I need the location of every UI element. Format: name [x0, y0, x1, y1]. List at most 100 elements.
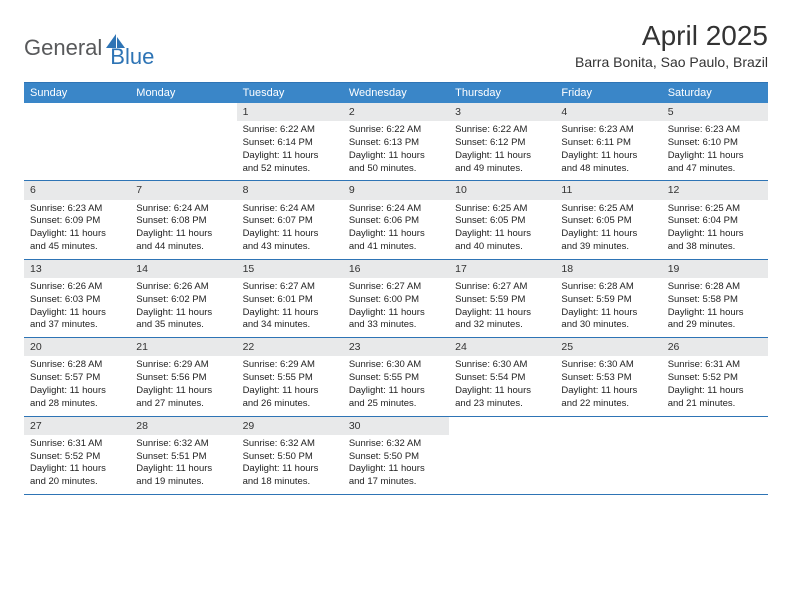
- daylight-text: Daylight: 11 hours and 21 minutes.: [668, 385, 762, 411]
- sunrise-text: Sunrise: 6:25 AM: [455, 203, 549, 216]
- daylight-text: Daylight: 11 hours and 23 minutes.: [455, 385, 549, 411]
- day-cell: 11Sunrise: 6:25 AMSunset: 6:05 PMDayligh…: [555, 181, 661, 258]
- day-number: 28: [130, 417, 236, 435]
- day-cell: 27Sunrise: 6:31 AMSunset: 5:52 PMDayligh…: [24, 417, 130, 494]
- sunset-text: Sunset: 6:08 PM: [136, 215, 230, 228]
- weekday-header: Saturday: [662, 83, 768, 103]
- day-cell: [449, 417, 555, 494]
- calendar-grid: SundayMondayTuesdayWednesdayThursdayFrid…: [24, 82, 768, 495]
- day-number: 12: [662, 181, 768, 199]
- day-details: Sunrise: 6:27 AMSunset: 6:00 PMDaylight:…: [343, 278, 449, 337]
- daylight-text: Daylight: 11 hours and 50 minutes.: [349, 150, 443, 176]
- day-cell: 1Sunrise: 6:22 AMSunset: 6:14 PMDaylight…: [237, 103, 343, 180]
- daylight-text: Daylight: 11 hours and 45 minutes.: [30, 228, 124, 254]
- brand-part2: Blue: [110, 44, 154, 70]
- daylight-text: Daylight: 11 hours and 52 minutes.: [243, 150, 337, 176]
- sunrise-text: Sunrise: 6:31 AM: [30, 438, 124, 451]
- day-details: Sunrise: 6:28 AMSunset: 5:57 PMDaylight:…: [24, 356, 130, 415]
- day-details: Sunrise: 6:22 AMSunset: 6:13 PMDaylight:…: [343, 121, 449, 180]
- day-details: Sunrise: 6:25 AMSunset: 6:04 PMDaylight:…: [662, 200, 768, 259]
- day-cell: 17Sunrise: 6:27 AMSunset: 5:59 PMDayligh…: [449, 260, 555, 337]
- day-cell: 6 Sunrise: 6:23 AMSunset: 6:09 PMDaylight…: [24, 181, 130, 258]
- daylight-text: Daylight: 11 hours and 22 minutes.: [561, 385, 655, 411]
- sunset-text: Sunset: 5:56 PM: [136, 372, 230, 385]
- day-number: 9: [343, 181, 449, 199]
- sunrise-text: Sunrise: 6:29 AM: [243, 359, 337, 372]
- sunrise-text: Sunrise: 6:26 AM: [30, 281, 124, 294]
- day-cell: 3Sunrise: 6:22 AMSunset: 6:12 PMDaylight…: [449, 103, 555, 180]
- day-number: [662, 417, 768, 421]
- sunrise-text: Sunrise: 6:31 AM: [668, 359, 762, 372]
- daylight-text: Daylight: 11 hours and 18 minutes.: [243, 463, 337, 489]
- daylight-text: Daylight: 11 hours and 33 minutes.: [349, 307, 443, 333]
- day-cell: 15Sunrise: 6:27 AMSunset: 6:01 PMDayligh…: [237, 260, 343, 337]
- sunrise-text: Sunrise: 6:27 AM: [243, 281, 337, 294]
- day-number: [555, 417, 661, 421]
- sunset-text: Sunset: 5:50 PM: [349, 451, 443, 464]
- day-details: Sunrise: 6:22 AMSunset: 6:14 PMDaylight:…: [237, 121, 343, 180]
- day-cell: 12Sunrise: 6:25 AMSunset: 6:04 PMDayligh…: [662, 181, 768, 258]
- day-cell: 30Sunrise: 6:32 AMSunset: 5:50 PMDayligh…: [343, 417, 449, 494]
- day-details: Sunrise: 6:30 AMSunset: 5:53 PMDaylight:…: [555, 356, 661, 415]
- day-cell: 22Sunrise: 6:29 AMSunset: 5:55 PMDayligh…: [237, 338, 343, 415]
- day-cell: 7Sunrise: 6:24 AMSunset: 6:08 PMDaylight…: [130, 181, 236, 258]
- day-number: 6: [24, 181, 130, 199]
- day-cell: 25Sunrise: 6:30 AMSunset: 5:53 PMDayligh…: [555, 338, 661, 415]
- sunrise-text: Sunrise: 6:23 AM: [30, 203, 124, 216]
- day-cell: 21Sunrise: 6:29 AMSunset: 5:56 PMDayligh…: [130, 338, 236, 415]
- sunset-text: Sunset: 5:59 PM: [455, 294, 549, 307]
- day-number: 25: [555, 338, 661, 356]
- day-cell: 13Sunrise: 6:26 AMSunset: 6:03 PMDayligh…: [24, 260, 130, 337]
- day-number: 19: [662, 260, 768, 278]
- sunrise-text: Sunrise: 6:27 AM: [455, 281, 549, 294]
- sunrise-text: Sunrise: 6:32 AM: [136, 438, 230, 451]
- day-details: Sunrise: 6:23 AMSunset: 6:10 PMDaylight:…: [662, 121, 768, 180]
- day-cell: 5Sunrise: 6:23 AMSunset: 6:10 PMDaylight…: [662, 103, 768, 180]
- day-details: Sunrise: 6:27 AMSunset: 6:01 PMDaylight:…: [237, 278, 343, 337]
- day-details: Sunrise: 6:32 AMSunset: 5:50 PMDaylight:…: [237, 435, 343, 494]
- daylight-text: Daylight: 11 hours and 47 minutes.: [668, 150, 762, 176]
- daylight-text: Daylight: 11 hours and 19 minutes.: [136, 463, 230, 489]
- calendar-page: General Blue April 2025 Barra Bonita, Sa…: [0, 0, 792, 515]
- day-number: 21: [130, 338, 236, 356]
- brand-part1: General: [24, 35, 102, 61]
- day-number: 1: [237, 103, 343, 121]
- sunset-text: Sunset: 6:02 PM: [136, 294, 230, 307]
- sunset-text: Sunset: 5:52 PM: [668, 372, 762, 385]
- day-details: Sunrise: 6:24 AMSunset: 6:08 PMDaylight:…: [130, 200, 236, 259]
- day-details: Sunrise: 6:25 AMSunset: 6:05 PMDaylight:…: [555, 200, 661, 259]
- sunset-text: Sunset: 5:59 PM: [561, 294, 655, 307]
- weekday-header: Sunday: [24, 83, 130, 103]
- day-number: 14: [130, 260, 236, 278]
- day-number: 16: [343, 260, 449, 278]
- daylight-text: Daylight: 11 hours and 26 minutes.: [243, 385, 337, 411]
- daylight-text: Daylight: 11 hours and 37 minutes.: [30, 307, 124, 333]
- sunset-text: Sunset: 6:05 PM: [455, 215, 549, 228]
- sunset-text: Sunset: 6:06 PM: [349, 215, 443, 228]
- day-number: [130, 103, 236, 107]
- day-cell: [130, 103, 236, 180]
- day-details: Sunrise: 6:27 AMSunset: 5:59 PMDaylight:…: [449, 278, 555, 337]
- day-number: 22: [237, 338, 343, 356]
- sunset-text: Sunset: 6:12 PM: [455, 137, 549, 150]
- daylight-text: Daylight: 11 hours and 40 minutes.: [455, 228, 549, 254]
- daylight-text: Daylight: 11 hours and 28 minutes.: [30, 385, 124, 411]
- day-cell: 16Sunrise: 6:27 AMSunset: 6:00 PMDayligh…: [343, 260, 449, 337]
- sunrise-text: Sunrise: 6:28 AM: [30, 359, 124, 372]
- sunset-text: Sunset: 5:53 PM: [561, 372, 655, 385]
- day-cell: 19Sunrise: 6:28 AMSunset: 5:58 PMDayligh…: [662, 260, 768, 337]
- day-cell: 10 Sunrise: 6:25 AMSunset: 6:05 PMDayligh…: [449, 181, 555, 258]
- day-cell: 23Sunrise: 6:30 AMSunset: 5:55 PMDayligh…: [343, 338, 449, 415]
- day-cell: 18Sunrise: 6:28 AMSunset: 5:59 PMDayligh…: [555, 260, 661, 337]
- day-number: 18: [555, 260, 661, 278]
- sunset-text: Sunset: 6:09 PM: [30, 215, 124, 228]
- day-details: Sunrise: 6:29 AMSunset: 5:56 PMDaylight:…: [130, 356, 236, 415]
- day-details: Sunrise: 6:31 AMSunset: 5:52 PMDaylight:…: [662, 356, 768, 415]
- week-row: 20Sunrise: 6:28 AMSunset: 5:57 PMDayligh…: [24, 338, 768, 416]
- daylight-text: Daylight: 11 hours and 29 minutes.: [668, 307, 762, 333]
- daylight-text: Daylight: 11 hours and 35 minutes.: [136, 307, 230, 333]
- daylight-text: Daylight: 11 hours and 17 minutes.: [349, 463, 443, 489]
- day-number: 10: [449, 181, 555, 199]
- day-number: 17: [449, 260, 555, 278]
- day-number: 30: [343, 417, 449, 435]
